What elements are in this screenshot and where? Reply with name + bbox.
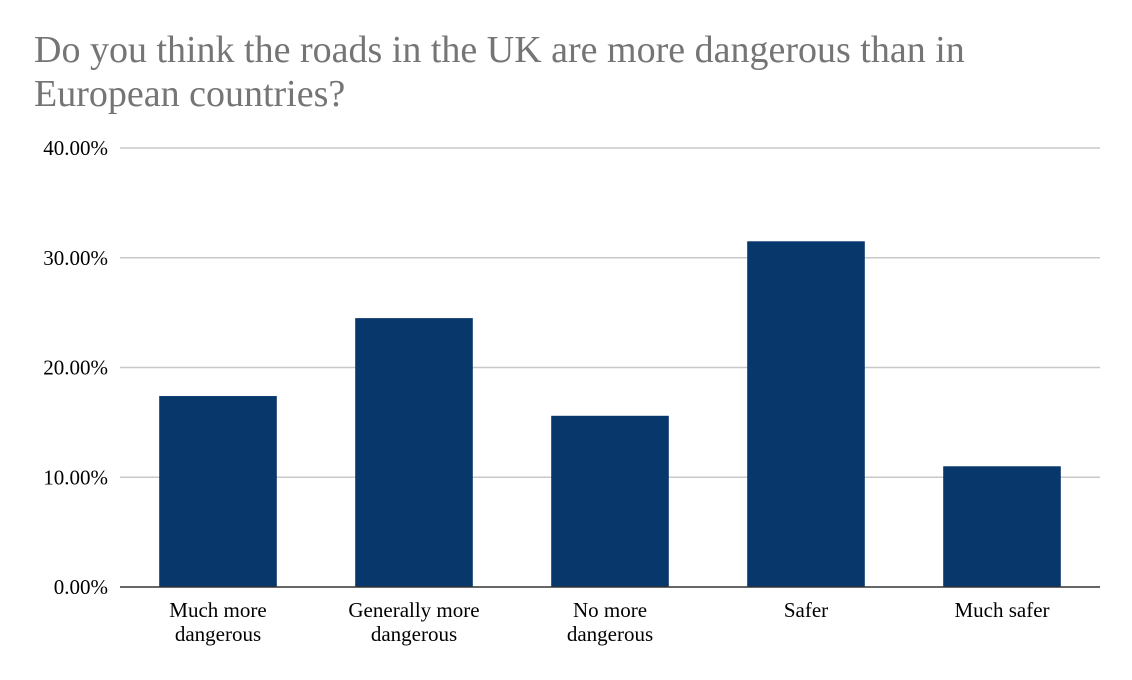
y-tick-label: 10.00% <box>43 465 108 489</box>
x-tick-label: Much safer <box>954 598 1049 622</box>
bar <box>551 415 669 587</box>
x-tick-label: Much more dangerous <box>169 598 266 646</box>
x-tick-label: Generally more dangerous <box>348 598 479 646</box>
bar <box>943 466 1061 587</box>
y-tick-label: 20.00% <box>43 356 108 380</box>
x-tick-label: No more dangerous <box>567 598 653 646</box>
x-tick-label-line: dangerous <box>175 622 261 646</box>
bar <box>159 396 277 587</box>
x-tick-label-line: No more <box>573 598 647 622</box>
y-tick-label: 40.00% <box>43 136 108 160</box>
y-tick-label: 0.00% <box>54 575 108 599</box>
x-tick-label-line: Much safer <box>954 598 1049 622</box>
x-tick-label-line: Safer <box>784 598 828 622</box>
x-tick-label-line: Much more <box>169 598 266 622</box>
bar <box>747 241 865 587</box>
chart-title: Do you think the roads in the UK are mor… <box>34 29 965 115</box>
x-tick-label-line: Generally more <box>348 598 479 622</box>
bar <box>355 318 473 587</box>
bars <box>159 241 1061 587</box>
y-tick-label: 30.00% <box>43 246 108 270</box>
x-tick-label-line: dangerous <box>567 622 653 646</box>
x-tick-label-line: dangerous <box>371 622 457 646</box>
x-tick-label: Safer <box>784 598 828 622</box>
y-axis-ticks: 0.00% 10.00% 20.00% 30.00% 40.00% <box>43 136 108 599</box>
